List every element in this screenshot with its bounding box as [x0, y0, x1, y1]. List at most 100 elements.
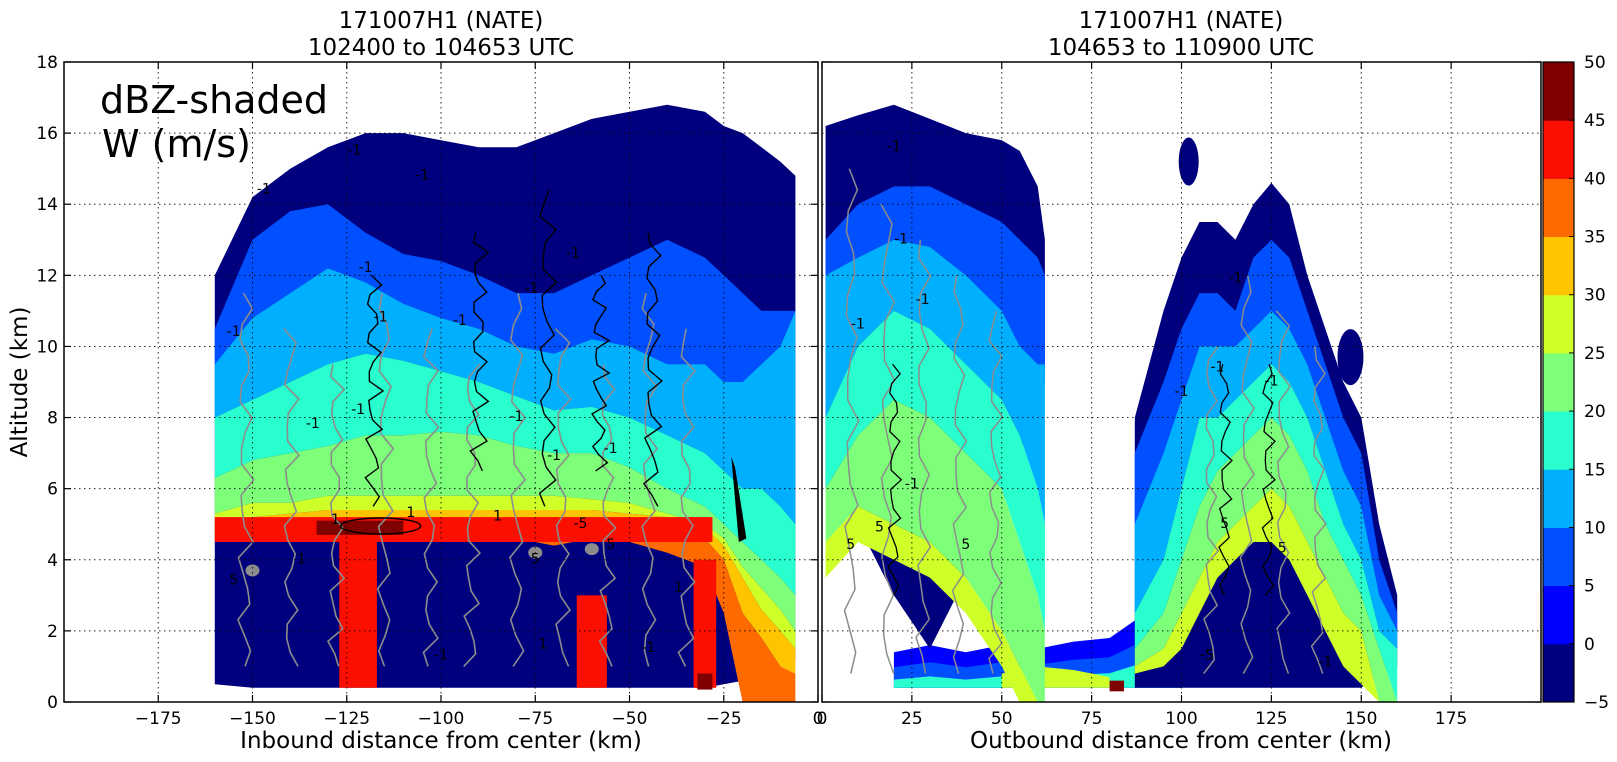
inbound-contour-label: -1	[604, 441, 618, 457]
inbound-gray-contour-11	[677, 328, 696, 667]
colorbar-bin	[1543, 527, 1574, 587]
colorbar-tick-label: 20	[1584, 402, 1606, 422]
inbound-gray-contour-2	[283, 328, 301, 667]
inbound-gray-contour-5	[422, 328, 440, 667]
colorbar-bin	[1543, 469, 1574, 528]
inbound-x-ticks: −175 −150 −125 −100 −75 −50 −25 0	[135, 62, 824, 729]
outbound-contour-label: -1	[1210, 359, 1224, 375]
contour-annotation: W (m/s)	[102, 122, 251, 166]
outbound-x-tick-label: 0	[817, 709, 828, 729]
outbound-x-tick-label: 175	[1435, 709, 1467, 729]
colorbar-bin	[1543, 236, 1574, 296]
outbound-contour-label: 5	[846, 537, 855, 553]
colorbar-tick-label: 30	[1584, 286, 1606, 306]
colorbar-tick-label: 35	[1584, 228, 1606, 248]
colorbar-bin	[1543, 643, 1574, 703]
inbound-contour-label: 1	[538, 637, 547, 653]
outbound-right-layer-15dbz	[1134, 364, 1398, 702]
inbound-dbz-shading	[214, 104, 796, 702]
inbound-x-tick-label: −50	[612, 709, 648, 729]
inbound-contour-label: 1	[493, 509, 502, 525]
outbound-contour-labels: -1-1-1-1-1-1-1-155 555-5 -1-1	[846, 139, 1332, 671]
colorbar-tick-label: 10	[1584, 518, 1606, 538]
outbound-x-tick-label: 75	[1081, 709, 1103, 729]
inbound-x-tick-label: −125	[323, 709, 370, 729]
inbound-x-tick-label: 0	[813, 709, 824, 729]
inbound-layer-15dbz	[214, 353, 796, 596]
outbound-contour-label: 5	[1220, 516, 1229, 532]
inbound-contour-label: -1	[641, 640, 655, 656]
outbound-right-layer-10dbz	[1134, 310, 1398, 649]
inbound-x-axis-label: Inbound distance from center (km)	[240, 728, 642, 754]
outbound-contour-label: -1	[894, 231, 908, 247]
y-tick-label: 12	[36, 266, 58, 286]
right-panel-title-line1: 171007H1 (NATE)	[1079, 8, 1284, 34]
inbound-contour-label: -1	[374, 310, 388, 326]
inbound-contour-label: -1	[509, 409, 523, 425]
outbound-gray-contour-1	[843, 168, 860, 674]
colorbar-tick-label: −5	[1584, 693, 1609, 713]
colorbar-bin	[1543, 62, 1574, 121]
y-tick-label: 6	[47, 480, 58, 500]
inbound-gray-contour-1	[237, 292, 255, 667]
inbound-core-column-2	[576, 595, 607, 688]
outbound-contour-label: -1	[916, 292, 930, 308]
inbound-x-tick-label: −175	[135, 709, 182, 729]
outbound-gray-contour-9	[1310, 346, 1327, 674]
shading-annotation: dBZ-shaded	[100, 78, 328, 122]
inbound-contour-label: -5	[574, 516, 588, 532]
outbound-black-contour-2	[1218, 364, 1233, 596]
colorbar-tick-label: 45	[1584, 111, 1606, 131]
outbound-x-tick-label: 25	[901, 709, 923, 729]
colorbar-bin	[1543, 411, 1574, 470]
inbound-black-contour-5	[642, 232, 663, 507]
outbound-right-layer-25dbz	[1134, 488, 1398, 702]
y-tick-label: 8	[47, 409, 58, 429]
inbound-layer-25dbz	[214, 495, 796, 649]
colorbar-bin	[1543, 178, 1574, 238]
inbound-contour-label: -1	[347, 142, 361, 158]
inbound-layer-10dbz	[214, 268, 796, 525]
outbound-surface-maximum	[1109, 680, 1124, 692]
inbound-contour-label: -1	[227, 324, 241, 340]
inbound-contour-labels: -1 -1 -1 -1 -1 -1 -1 -1 -1 -1 -1 -1 -1 -1 1 1 1 -5 1 5 5 -1 1 -…	[227, 142, 683, 663]
outbound-contour-label: -1	[1228, 270, 1242, 286]
outbound-low-echo-5dbz	[893, 614, 1182, 688]
outbound-gray-contour-2	[880, 203, 896, 674]
y-tick-label: 2	[47, 622, 58, 642]
outbound-left-layer-5dbz	[825, 186, 1045, 365]
inbound-x-tick-label: −100	[418, 709, 465, 729]
outbound-x-tick-label: 125	[1255, 709, 1287, 729]
outbound-gray-contour-3	[915, 239, 932, 674]
outbound-gray-contour-4	[951, 275, 968, 674]
colorbar-tick-label: 0	[1584, 635, 1595, 655]
outbound-x-ticks: 0 25 50 75 100 125 150 175	[817, 62, 1467, 729]
outbound-contour-label: -1	[851, 317, 865, 333]
outbound-contour-label: -5	[1200, 647, 1214, 663]
inbound-x-tick-label: −150	[229, 709, 276, 729]
inbound-contour-label: 1	[297, 551, 306, 567]
inbound-panel: -1 -1 -1 -1 -1 -1 -1 -1 -1 -1 -1 -1 -1 -1 1 1 1 -5 1 5 5 -1 1 -…	[36, 53, 1541, 729]
inbound-contour-label: -1	[306, 416, 320, 432]
outbound-panel: -1-1-1-1-1-1-1-155 555-5 -1-1 0 25 50 75 100 12…	[817, 61, 1542, 729]
outbound-contour-label: -1	[887, 139, 901, 155]
outbound-anvil-blob-2	[1337, 329, 1364, 386]
inbound-contour-label: -1	[351, 402, 365, 418]
inbound-contour-label: -1	[434, 647, 448, 663]
left-panel-title-line2: 102400 to 104653 UTC	[308, 35, 574, 61]
inbound-contour-label: -1	[415, 167, 429, 183]
outbound-contour-label: 5	[875, 519, 884, 535]
y-tick-label: 18	[36, 53, 58, 73]
outbound-black-contour-1	[887, 363, 903, 596]
inbound-contour-label: 1	[331, 512, 340, 528]
outbound-x-axis-label: Outbound distance from center (km)	[970, 728, 1392, 754]
outbound-contour-label: -1	[1318, 654, 1332, 670]
inbound-gray-contour-6	[463, 363, 482, 667]
inbound-gray-contour-10	[641, 292, 659, 667]
colorbar-bin	[1543, 585, 1574, 645]
outbound-x-tick-label: 50	[991, 709, 1013, 729]
colorbar-tick-label: 25	[1584, 344, 1606, 364]
inbound-contour-label: 1	[406, 505, 415, 521]
inbound-gray-contour-4	[376, 292, 395, 667]
